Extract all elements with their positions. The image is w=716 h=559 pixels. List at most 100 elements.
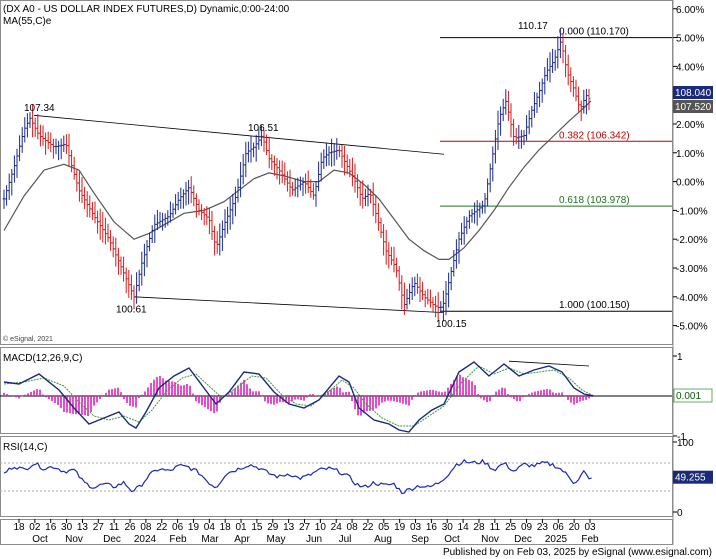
x-axis: 18 02 16 30 13 27 11 26 08 22 06 19 04 18 01 15 29 13 27 10… [13,519,599,545]
macd-line [3,361,595,433]
x-day-label: 01 [235,522,247,533]
x-month-label: Jun [306,534,322,545]
y-tick-label: -3.00% [676,264,708,275]
x-day-label: 16 [45,522,57,533]
price-annotation: 100.61 [116,305,147,316]
fib-level-label: 1.000 (100.150) [559,300,630,311]
rsi-line [3,458,592,495]
y-tick-label: -5.00% [676,322,708,333]
x-day-label: 05 [378,522,390,533]
y-tick-label: 4.00% [676,62,704,73]
macd-y-label: -1 [677,432,686,443]
macd-value-badge [673,388,713,403]
y-tick-label: -4.00% [676,293,708,304]
price-annotation: 107.34 [24,103,55,114]
x-month-label: Nov [65,534,83,545]
x-day-label: 08 [347,522,359,533]
chart-title: (DX A0 - US DOLLAR INDEX FUTURES,D) Dyna… [3,4,290,15]
y-tick-label: 6.00% [676,5,704,16]
x-day-label: 18 [220,522,232,533]
y-tick-label: -1.00% [676,206,708,217]
price-badge [673,100,713,113]
x-day-label: 27 [299,522,311,533]
x-day-label: 23 [537,522,549,533]
price-annotation: 110.17 [518,21,548,32]
x-day-label: 16 [426,522,438,533]
x-day-label: 06 [172,522,184,533]
price-badge [673,86,713,99]
rsi-value-badge [673,470,713,484]
x-day-label: 27 [93,522,105,533]
x-day-label: 04 [204,522,216,533]
x-day-label: 22 [156,522,168,533]
ma-55-line [3,100,592,260]
x-day-label: 13 [77,522,89,533]
macd-y-label: 1 [677,352,683,363]
footer-note: Published by on Feb 03, 2025 by eSignal … [443,547,712,558]
fib-level-label: 0.382 (106.342) [559,130,630,141]
x-month-label: Dec [514,534,532,545]
x-day-label: 10 [315,522,327,533]
price-annotation: 106.51 [248,123,279,134]
x-day-label: 02 [29,522,41,533]
ma-label: MA(55,C)e [3,16,52,27]
x-month-label: Feb [169,534,187,545]
x-month-label: Nov [481,534,499,545]
x-day-label: 13 [283,522,295,533]
macd-panel: 1 -1 0.001 [0,352,713,443]
x-day-label: 03 [410,522,422,533]
x-month-label: Jul [339,534,352,545]
x-day-label: 24 [331,522,343,533]
x-month-label: Dec [103,534,121,545]
x-day-label: 30 [442,522,454,533]
copyright-label: © eSignal, 2021 [3,335,53,343]
x-day-label: 28 [473,522,485,533]
y-tick-label: 0.00% [676,178,704,189]
x-day-label: 22 [362,522,374,533]
y-tick-label: 1.00% [676,149,704,160]
x-month-label: Apr [234,534,250,545]
x-day-label: 14 [458,522,470,533]
y-tick-label: 2.00% [676,120,704,131]
x-day-label: 06 [553,522,565,533]
x-day-label: 15 [251,522,263,533]
x-month-label: Aug [374,534,392,545]
x-day-label: 25 [505,522,517,533]
rsi-panel: 100 0 49.255 [0,438,713,519]
fib-level-label: 0.618 (103.978) [559,195,630,206]
rsi-value-label: 49.255 [675,473,706,484]
main-price-panel: 6.00%5.00%4.00%3.00%2.00%1.00%0.00%-1.00… [2,5,713,333]
x-day-label: 26 [124,522,136,533]
x-day-label: 19 [394,522,406,533]
x-day-label: 11 [109,522,120,533]
rsi-y-label: 0 [677,508,683,519]
x-month-label: Oct [444,534,460,545]
x-day-label: 03 [584,522,596,533]
x-month-label: May [267,534,286,545]
x-day-label: 09 [521,522,533,533]
x-month-label: Oct [32,534,48,545]
x-month-label: Mar [201,534,219,545]
y-tick-label: -2.00% [676,235,708,246]
fib-level-label: 0.000 (110.170) [559,27,629,38]
x-month-label: Sep [411,534,429,545]
y-tick-label: 5.00% [676,34,704,45]
price-badge-label: 108.040 [675,88,712,99]
rsi-y-label: 100 [677,438,694,449]
x-day-label: 19 [188,522,200,533]
x-day-label: 29 [267,522,279,533]
x-month-label: Feb [581,534,599,545]
x-day-label: 20 [569,522,581,533]
macd-value-label: 0.001 [676,391,701,402]
x-day-label: 08 [140,522,152,533]
channel-lower-line [133,296,445,314]
x-month-label: 2025 [545,534,568,545]
x-month-label: 2024 [134,534,157,545]
rsi-title: RSI(14,C) [3,442,47,453]
macd-title: MACD(12,26,9,C) [3,353,82,364]
macd-trendline [508,360,590,367]
price-badge-label: 107.520 [675,102,712,113]
x-day-label: 18 [13,522,25,533]
x-day-label: 11 [490,522,501,533]
